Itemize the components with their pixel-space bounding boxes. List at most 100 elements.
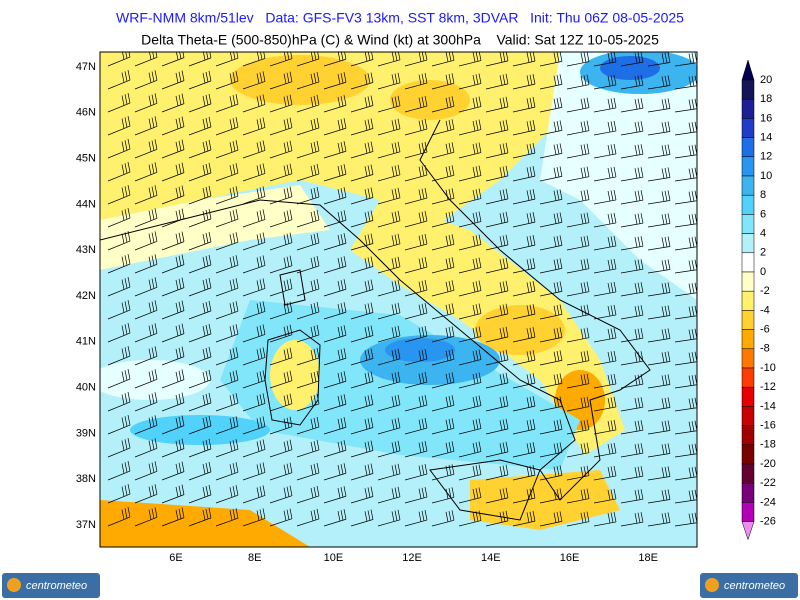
barb-feather <box>445 52 449 62</box>
barb-shaft <box>593 360 617 366</box>
barb-feather <box>316 462 320 474</box>
barb-feather <box>559 97 563 108</box>
barb-feather <box>340 211 344 222</box>
barb-feather <box>262 301 266 312</box>
barb-feather <box>478 441 482 452</box>
barb-feather <box>205 117 209 129</box>
colorbar-label: 16 <box>760 112 772 124</box>
barb-feather <box>310 211 314 222</box>
barb-feather <box>154 461 158 472</box>
barb-shaft <box>242 311 266 320</box>
barb-feather <box>556 258 560 270</box>
barb-feather <box>151 140 155 151</box>
barb-shaft <box>377 197 401 205</box>
barb-feather <box>364 143 368 154</box>
barb-shaft <box>539 61 563 67</box>
barb-shaft <box>485 474 509 481</box>
barb-feather <box>424 486 428 498</box>
colorbar-box <box>741 79 755 100</box>
barb-feather <box>262 255 266 266</box>
barb-shaft <box>512 474 536 481</box>
barb-feather <box>148 486 152 497</box>
barb-feather <box>256 372 260 383</box>
barb-feather <box>529 212 533 223</box>
colorbar-box <box>741 310 755 330</box>
barb-shaft <box>404 427 428 435</box>
barb-shaft <box>296 426 320 435</box>
barb-shaft <box>323 403 347 412</box>
barb-feather <box>637 190 641 201</box>
colorbar-box <box>741 367 755 388</box>
barb-feather <box>607 420 611 432</box>
barb-feather <box>337 465 341 476</box>
barb-feather <box>634 375 638 386</box>
barb-feather <box>499 144 503 155</box>
barb-feather <box>310 441 314 452</box>
barb-feather <box>418 442 422 453</box>
barb-shaft <box>539 268 563 274</box>
barb-feather <box>688 214 692 225</box>
barb-shaft <box>431 450 455 458</box>
barb-shaft <box>323 127 347 136</box>
barb-feather <box>316 370 320 382</box>
barb-feather <box>607 236 611 248</box>
barb-feather <box>151 94 155 105</box>
barb-feather <box>181 139 185 150</box>
barb-feather <box>499 282 503 293</box>
barb-shaft <box>485 60 509 67</box>
barb-shaft <box>485 106 509 113</box>
barb-feather <box>532 52 536 62</box>
barb-feather <box>127 254 131 265</box>
barb-feather <box>478 395 482 406</box>
logo-icon <box>7 578 21 592</box>
barb-shaft <box>566 107 590 113</box>
barb-feather <box>445 327 449 338</box>
barb-feather <box>364 52 368 62</box>
barb-feather <box>610 167 614 178</box>
barb-feather <box>370 440 374 451</box>
barb-feather <box>691 375 695 386</box>
barb-feather <box>286 440 290 451</box>
barb-feather <box>259 95 263 106</box>
barb-feather <box>526 121 530 132</box>
barb-feather <box>205 94 209 106</box>
barb-feather <box>202 188 206 199</box>
barb-feather <box>232 118 236 129</box>
barb-feather <box>613 488 617 500</box>
barb-feather <box>667 351 671 362</box>
barb-feather <box>640 328 644 339</box>
barb-feather <box>127 185 131 196</box>
barb-feather <box>151 163 155 174</box>
barb-shaft <box>188 517 212 527</box>
barb-feather <box>661 306 665 317</box>
barb-feather <box>124 393 128 404</box>
barb-feather <box>283 96 287 107</box>
barb-feather <box>310 188 314 199</box>
barb-feather <box>583 259 587 270</box>
lon-label: 12E <box>402 552 422 564</box>
barb-feather <box>235 140 239 151</box>
barb-feather <box>475 52 479 62</box>
barb-feather <box>583 305 587 316</box>
barb-feather <box>343 164 347 175</box>
barb-feather <box>283 119 287 130</box>
barb-feather <box>181 438 185 449</box>
barb-feather <box>667 144 671 155</box>
barb-shaft <box>215 241 239 251</box>
barb-shaft <box>431 243 455 251</box>
barb-shaft <box>323 380 347 389</box>
barb-feather <box>559 304 563 315</box>
barb-shaft <box>647 223 671 228</box>
colorbar-box <box>741 137 755 158</box>
barb-feather <box>583 190 587 201</box>
barb-feather <box>637 328 641 339</box>
barb-shaft <box>431 197 455 205</box>
barb-feather <box>340 487 344 498</box>
barb-feather <box>121 95 125 106</box>
barb-shaft <box>296 495 320 504</box>
barb-feather <box>202 487 206 498</box>
barb-feather <box>583 213 587 224</box>
barb-feather <box>529 465 533 476</box>
barb-shaft <box>674 246 697 251</box>
barb-feather <box>148 118 152 129</box>
